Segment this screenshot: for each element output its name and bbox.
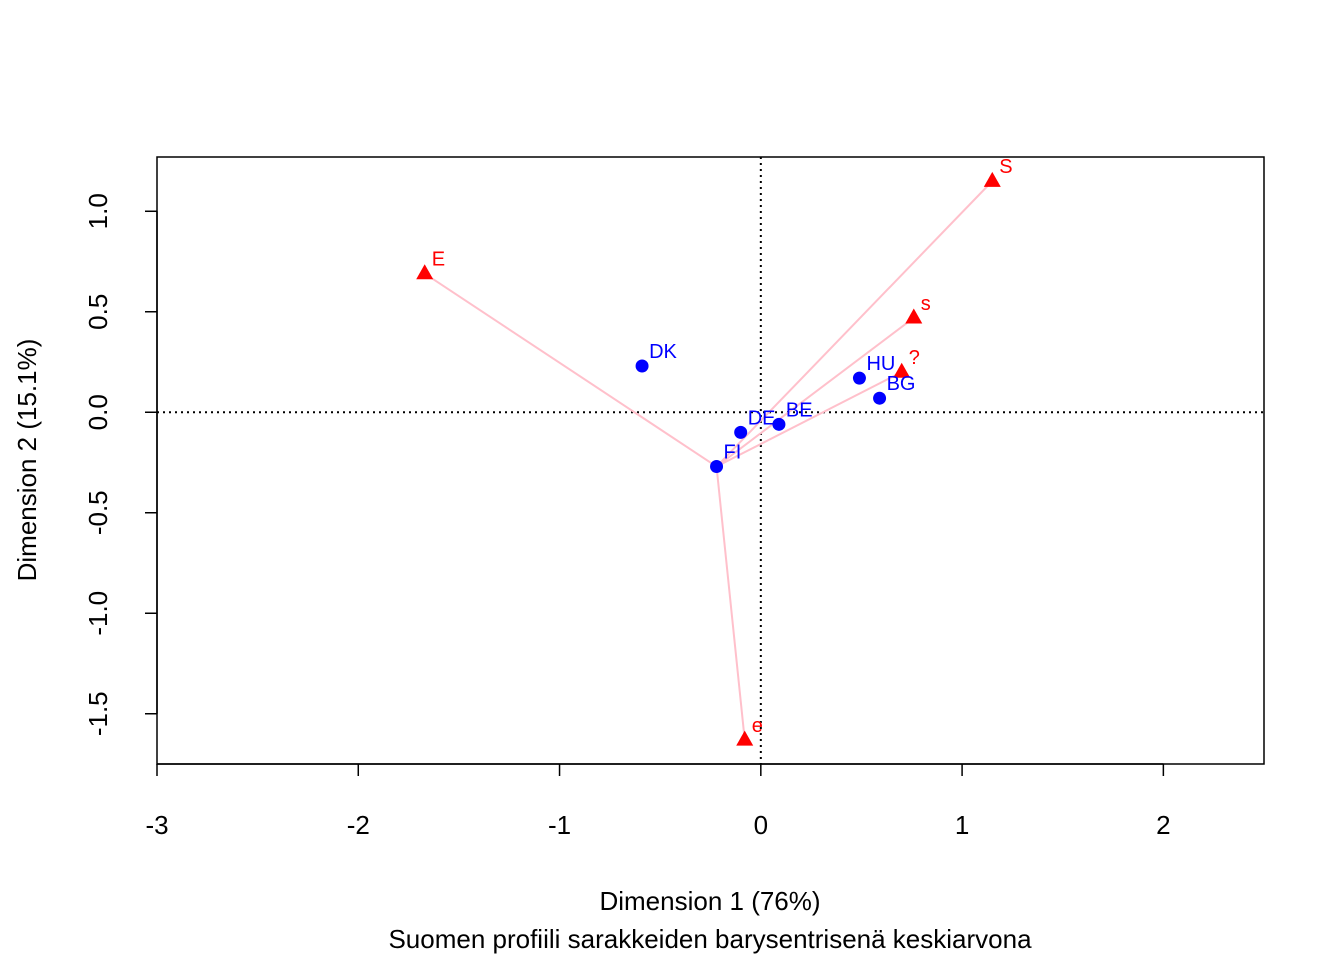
point-marker <box>635 359 649 373</box>
connector-line <box>424 272 718 468</box>
y-tick-label: -1.5 <box>83 691 113 736</box>
point-marker <box>873 391 887 405</box>
connector-line <box>715 180 994 468</box>
x-axis: -3 -2 -1 0 1 2 <box>145 763 1171 840</box>
point-marker <box>710 460 724 474</box>
triangle-marker <box>893 362 911 378</box>
point-label: FI <box>724 442 742 464</box>
y-tick-label: -1.0 <box>83 591 113 636</box>
x-tick-label: 2 <box>1156 810 1170 840</box>
point-label: ? <box>909 347 920 369</box>
point-marker <box>734 425 748 439</box>
point-label: BE <box>786 399 813 421</box>
data-points <box>416 171 1001 746</box>
y-tick-label: 1.0 <box>83 193 113 229</box>
connector-line <box>715 466 746 740</box>
x-tick-label: 1 <box>955 810 969 840</box>
point-label: e <box>752 715 763 737</box>
point-label: BG <box>887 373 916 395</box>
triangle-marker <box>736 730 754 746</box>
point-marker <box>852 371 866 385</box>
y-tick-label: -0.5 <box>83 490 113 535</box>
x-tick-label: -1 <box>548 810 571 840</box>
x-axis-title: Dimension 1 (76%) <box>599 886 820 916</box>
connector-line <box>716 371 903 468</box>
y-axis-title: Dimension 2 (15.1%) <box>12 339 42 582</box>
chart-subtitle: Suomen profiili sarakkeiden barysentrise… <box>388 924 1032 954</box>
plot-frame <box>156 156 1265 765</box>
y-tick-label: 0.0 <box>83 394 113 430</box>
point-label: HU <box>866 353 895 375</box>
triangle-marker <box>416 264 434 280</box>
y-tick-label: 0.5 <box>83 294 113 330</box>
point-label: s <box>921 293 931 315</box>
connector-lines <box>424 180 994 740</box>
x-tick-label: 0 <box>754 810 768 840</box>
point-label: DK <box>649 341 677 363</box>
x-tick-label: -3 <box>145 810 168 840</box>
connector-line <box>715 316 915 468</box>
point-label: E <box>432 249 445 271</box>
y-axis: 1.0 0.5 0.0 -0.5 -1.0 -1.5 <box>83 193 158 736</box>
point-marker <box>772 417 786 431</box>
point-label: S <box>999 156 1012 178</box>
reference-lines <box>157 157 1264 764</box>
triangle-marker <box>905 308 923 324</box>
point-label: DE <box>748 407 776 429</box>
triangle-marker <box>983 171 1001 187</box>
x-tick-label: -2 <box>347 810 370 840</box>
